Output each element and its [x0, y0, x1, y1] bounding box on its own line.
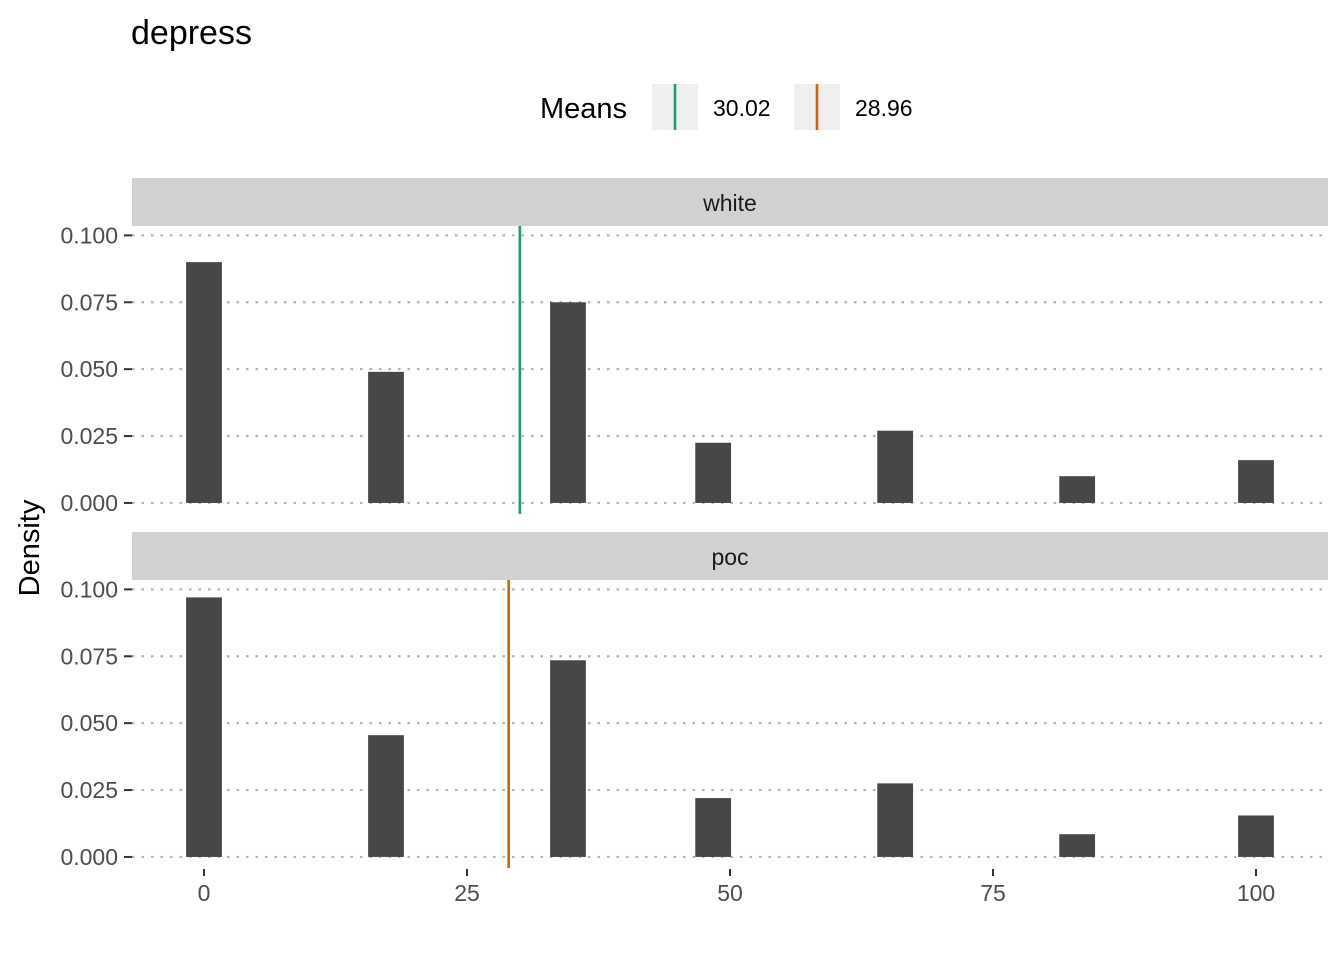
- y-tick-label: 0.025: [60, 423, 118, 449]
- x-tick-label: 100: [1237, 880, 1275, 906]
- y-tick-label: 0.075: [60, 643, 118, 669]
- bar: [186, 262, 222, 503]
- y-tick-label: 0.100: [60, 222, 118, 248]
- y-tick-label: 0.025: [60, 777, 118, 803]
- bar: [877, 783, 914, 857]
- legend: Means 30.02 28.96: [540, 84, 913, 130]
- bar: [1059, 834, 1096, 857]
- bar: [877, 430, 914, 503]
- y-tick-label: 0.000: [60, 844, 118, 870]
- y-axis-title: Density: [14, 499, 46, 596]
- legend-label-1: 28.96: [855, 95, 913, 121]
- x-tick-label: 75: [980, 880, 1006, 906]
- bar: [1059, 476, 1096, 503]
- facet-strip: [132, 532, 1328, 580]
- bar: [550, 302, 586, 503]
- y-tick-label: 0.050: [60, 710, 118, 736]
- x-axis: 0 25 50 75 100: [198, 869, 1275, 906]
- y-tick-label: 0.100: [60, 576, 118, 602]
- x-tick-label: 50: [717, 880, 743, 906]
- bar: [695, 798, 732, 857]
- facet-panel-poc: poc 0.000 0.025 0.050 0.075 0.100: [60, 532, 1328, 870]
- chart-title: depress: [131, 14, 252, 52]
- facet-panels: white 0.000 0.025 0.050 0.075 0.100 poc 0.000 0.…: [60, 178, 1328, 870]
- facet-panel-white: white 0.000 0.025 0.050 0.075 0.100: [60, 178, 1328, 516]
- facet-strip-label: white: [702, 190, 757, 216]
- facet-strip-label: poc: [711, 544, 748, 570]
- y-tick-label: 0.000: [60, 490, 118, 516]
- x-tick-label: 25: [454, 880, 480, 906]
- legend-key-1: 28.96: [794, 84, 913, 130]
- legend-key-0: 30.02: [652, 84, 771, 130]
- bar: [368, 371, 404, 503]
- bar: [695, 442, 732, 503]
- x-tick-label: 0: [198, 880, 211, 906]
- legend-label-0: 30.02: [713, 95, 771, 121]
- facet-strip: [132, 178, 1328, 226]
- bar: [1238, 460, 1274, 503]
- bar: [550, 660, 586, 857]
- y-tick-label: 0.050: [60, 356, 118, 382]
- bar: [186, 597, 222, 857]
- y-tick-label: 0.075: [60, 289, 118, 315]
- legend-title: Means: [540, 93, 627, 125]
- bar: [368, 735, 404, 857]
- bar: [1238, 815, 1274, 857]
